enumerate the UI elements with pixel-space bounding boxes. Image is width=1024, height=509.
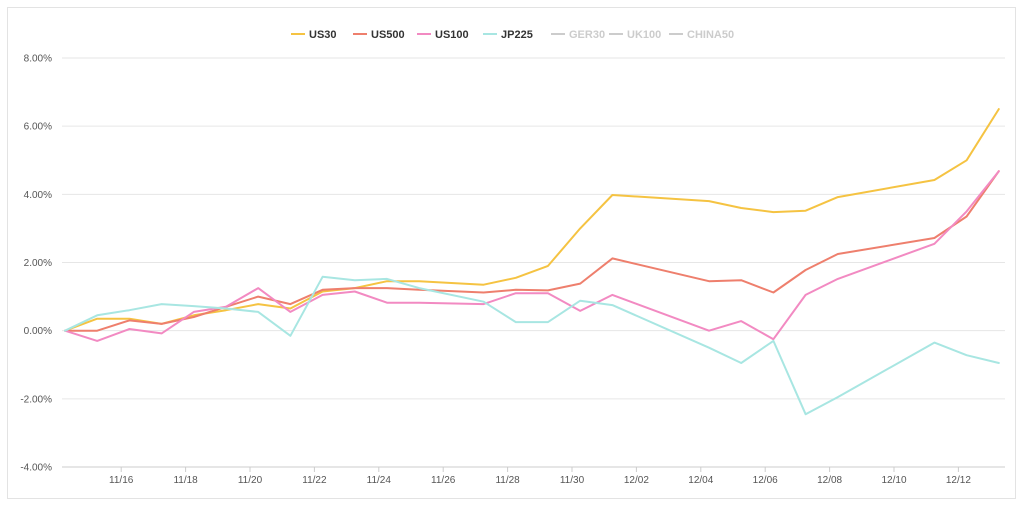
series-line-jp225 (64, 275, 1000, 416)
y-tick-label: 4.00% (24, 190, 52, 201)
y-tick-label: -2.00% (20, 394, 52, 405)
legend-item-jp225[interactable]: JP225 (483, 29, 533, 41)
x-tick-label: 12/12 (946, 475, 971, 486)
legend-label: CHINA50 (687, 29, 734, 41)
legend-item-ger30[interactable]: GER30 (551, 29, 605, 41)
legend-label: JP225 (501, 29, 533, 41)
x-tick-label: 11/22 (302, 475, 327, 486)
series-line-us100 (64, 170, 1000, 342)
legend-label: US500 (371, 29, 405, 41)
legend-label: US30 (309, 29, 337, 41)
legend-item-us500[interactable]: US500 (353, 29, 405, 41)
y-axis: 8.00% 6.00% 4.00% 2.00% 0.00% -2.00% -4.00% (20, 54, 52, 474)
y-tick-label: 0.00% (24, 326, 52, 337)
x-tick-label: 11/16 (109, 475, 134, 486)
x-axis: 11/16 11/18 11/20 11/22 11/24 11/26 11/28 11/30… (62, 466, 1005, 486)
legend-item-uk100[interactable]: UK100 (609, 29, 661, 41)
x-tick-label: 12/08 (817, 475, 842, 486)
x-tick-label: 12/04 (688, 475, 713, 486)
x-tick-label: 12/06 (753, 475, 778, 486)
legend: US30 US500 US100 JP225 GER30 UK100 CHINA50 (291, 29, 734, 41)
legend-item-china50[interactable]: CHINA50 (669, 29, 734, 41)
x-tick-label: 11/30 (560, 475, 585, 486)
x-tick-label: 11/20 (238, 475, 263, 486)
y-tick-label: 6.00% (24, 122, 52, 133)
legend-label: GER30 (569, 29, 605, 41)
series-lines (64, 108, 1000, 416)
y-tick-label: 2.00% (24, 258, 52, 269)
legend-item-us100[interactable]: US100 (417, 29, 469, 41)
series-line-us500 (64, 170, 1000, 332)
legend-label: UK100 (627, 29, 661, 41)
x-tick-label: 11/26 (431, 475, 456, 486)
x-tick-label: 11/28 (495, 475, 520, 486)
legend-item-us30[interactable]: US30 (291, 29, 337, 41)
x-tick-label: 11/18 (173, 475, 198, 486)
x-tick-label: 12/02 (624, 475, 649, 486)
y-tick-label: -4.00% (20, 463, 52, 474)
x-tick-label: 11/24 (367, 475, 392, 486)
grid (62, 57, 1005, 468)
legend-label: US100 (435, 29, 469, 41)
series-line-us30 (64, 108, 1000, 332)
x-tick-label: 12/10 (881, 475, 906, 486)
y-tick-label: 8.00% (24, 54, 52, 65)
